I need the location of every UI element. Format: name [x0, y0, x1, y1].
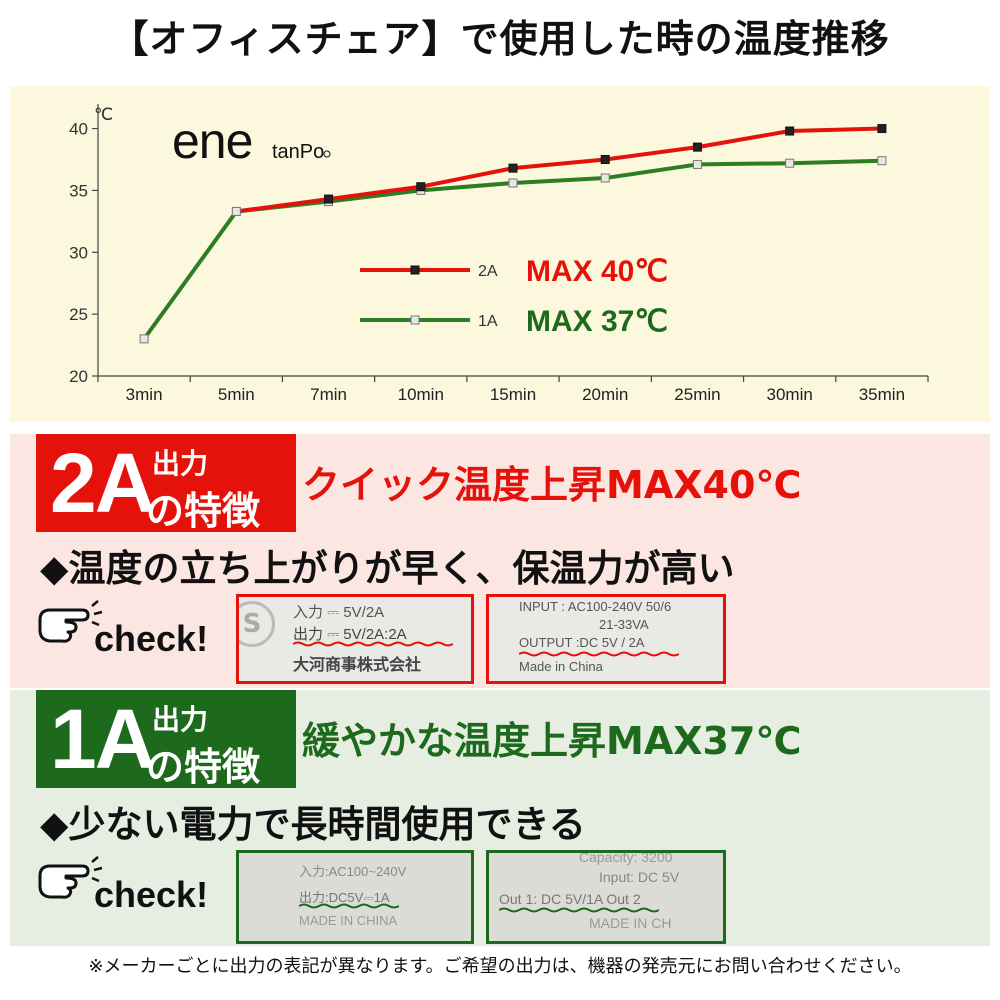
page-title: 【オフィスチェア】で使用した時の温度推移 — [110, 17, 890, 61]
section-2a: 2A 出力 の特徴 クイック温度上昇MAX40℃ ◆温度の立ち上がりが早く、保温… — [10, 434, 990, 688]
data-point-1A — [785, 158, 795, 168]
pointing-hand-icon — [38, 600, 103, 643]
label-line: Capacity: 3200 — [579, 850, 673, 865]
y-tick-labels: 20 25 30 35 40 — [69, 120, 88, 386]
data-point-1A — [139, 334, 149, 344]
label-line: Made in China — [519, 659, 603, 674]
x-tick-label: 15min — [490, 385, 536, 404]
label-line: 入力 ⎓ 5V/2A — [293, 604, 385, 621]
x-tick-label: 10min — [398, 385, 444, 404]
data-point-1A — [600, 173, 610, 183]
x-tick-label: 7min — [310, 385, 347, 404]
label-line: Input: DC 5V — [599, 869, 680, 885]
legend-label-2A: 2A — [478, 263, 498, 280]
data-point-1A — [508, 178, 518, 188]
check-callout-1a: check! — [36, 850, 236, 926]
series-line-2A — [236, 126, 882, 214]
footnote: ※メーカーごとに出力の表記が異なります。ご希望の出力は、機器の発売元にお問い合わ… — [88, 956, 912, 977]
headline-2a: クイック温度上昇MAX40℃ — [302, 463, 802, 507]
red-wavy-underline-icon — [519, 651, 679, 657]
y-tick-label: 30 — [69, 243, 88, 262]
data-point-2A — [877, 124, 887, 134]
label-line: OUTPUT :DC 5V / 2A — [519, 635, 645, 650]
x-tick-labels: 3min 5min 7min 10min 15min 20min 25min 30min 35m… — [126, 385, 905, 404]
label-line: 21-33VA — [599, 617, 649, 632]
x-tick-label: 5min — [218, 385, 255, 404]
badge-2a-main: 2A — [50, 436, 155, 530]
label-line: INPUT : AC100-240V 50/6 — [519, 599, 672, 614]
x-tick-label: 30min — [767, 385, 813, 404]
badge-2a: 2A 出力 の特徴 — [36, 434, 296, 533]
label-photo-2a-2: INPUT : AC100-240V 50/6 21-33VA OUTPUT :… — [486, 594, 726, 684]
y-tick-label: 40 — [69, 120, 88, 139]
y-axis-unit: ℃ — [94, 105, 113, 124]
y-tick-label: 35 — [69, 181, 88, 200]
label-photo-2a-1: S 入力 ⎓ 5V/2A 出力 ⎓ 5V/2A:2A 大河商事株式会社 — [236, 594, 474, 684]
badge-1a-main: 1A — [50, 692, 155, 786]
badge-1a: 1A 出力 の特徴 — [36, 690, 296, 789]
data-point-1A — [231, 206, 241, 216]
brand-logo: ene tanPo — [172, 113, 331, 169]
badge-1a-output: 出力 — [152, 703, 209, 736]
temperature-chart: 3min 5min 7min 10min 15min 20min 25min 30min 35m… — [69, 104, 929, 404]
chart-legend: 2A MAX 40℃ 1A MAX 37℃ — [360, 255, 668, 338]
green-wavy-underline-icon — [299, 903, 399, 909]
check-label-2a: check! — [94, 618, 209, 659]
label-line: MADE IN CH — [589, 915, 672, 931]
logo-main: ene — [172, 113, 252, 169]
legend-marker-1A — [410, 315, 420, 325]
badge-2a-output: 出力 — [152, 447, 209, 480]
label-line: Out 1: DC 5V/1A Out 2 — [499, 891, 641, 907]
headline-1a: 緩やかな温度上昇MAX37℃ — [302, 719, 802, 763]
x-tick-label: 3min — [126, 385, 163, 404]
y-tick-label: 20 — [69, 367, 88, 386]
data-point-2A — [324, 194, 334, 204]
badge-1a-feature: の特徴 — [146, 745, 261, 789]
series-markers — [139, 124, 887, 344]
legend-max-1A: MAX 37℃ — [526, 305, 668, 338]
data-point-2A — [416, 182, 426, 192]
y-tick-label: 25 — [69, 305, 88, 324]
red-wavy-underline-icon — [293, 641, 453, 647]
label-photo-1a-2: Capacity: 3200 Input: DC 5V Out 1: DC 5V… — [486, 850, 726, 944]
green-wavy-underline-icon — [499, 907, 659, 913]
data-point-1A — [877, 156, 887, 166]
legend-label-1A: 1A — [478, 313, 498, 330]
badge-2a-feature: の特徴 — [146, 489, 261, 533]
logo-sub: tanPo — [272, 141, 324, 163]
product-logo-icon: S — [239, 601, 275, 647]
x-tick-label: 25min — [674, 385, 720, 404]
chart-axes — [92, 104, 929, 382]
x-tick-label: 35min — [859, 385, 905, 404]
label-line: 入力:AC100~240V — [299, 864, 407, 879]
label-line: 大河商事株式会社 — [293, 657, 422, 674]
registered-mark-icon — [323, 150, 331, 158]
label-line: 出力 ⎓ 5V/2A:2A — [293, 626, 407, 643]
x-tick-label: 20min — [582, 385, 628, 404]
check-callout-2a: check! — [36, 594, 236, 670]
bullet-1a: ◆少ない電力で長時間使用できる — [40, 803, 586, 846]
legend-marker-2A — [410, 265, 420, 275]
label-line: MADE IN CHINA — [299, 913, 398, 928]
data-point-2A — [692, 142, 702, 152]
check-label-1a: check! — [94, 874, 209, 915]
legend-max-2A: MAX 40℃ — [526, 255, 668, 288]
chart-panel: 3min 5min 7min 10min 15min 20min 25min 30min 35m… — [10, 86, 990, 422]
series-lines — [142, 126, 882, 341]
data-point-2A — [508, 163, 518, 173]
data-point-1A — [692, 159, 702, 169]
section-1a: 1A 出力 の特徴 緩やかな温度上昇MAX37℃ ◆少ない電力で長時間使用できる… — [10, 690, 990, 946]
data-point-2A — [785, 126, 795, 136]
pointing-hand-icon — [38, 856, 103, 899]
bullet-2a: ◆温度の立ち上がりが早く、保温力が高い — [40, 547, 735, 590]
data-point-2A — [600, 154, 610, 164]
label-photo-1a-1: 入力:AC100~240V 出力:DC5V⎓1A MADE IN CHINA — [236, 850, 474, 944]
label-line: 出力:DC5V⎓1A — [299, 890, 390, 905]
